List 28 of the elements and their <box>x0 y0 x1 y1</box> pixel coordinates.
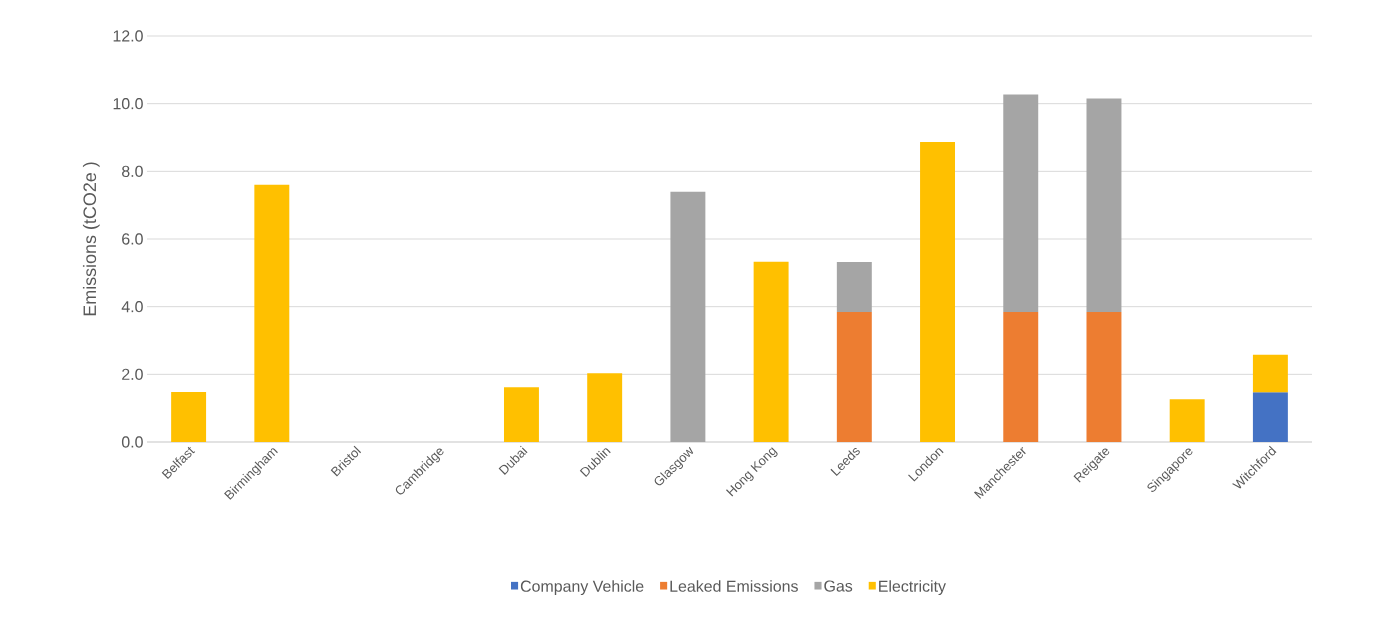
bar <box>753 261 789 442</box>
legend-label: Leaked Emissions <box>670 580 798 592</box>
bar <box>587 373 623 442</box>
bar <box>1086 312 1122 442</box>
bar <box>1169 399 1205 442</box>
bar <box>1252 354 1288 393</box>
y-axis-title: Emissions (tCO2e ) <box>82 162 100 316</box>
y-tick-label: 10.0 <box>113 98 143 110</box>
y-tick-label: 4.0 <box>121 301 143 313</box>
bar <box>1086 98 1122 313</box>
legend-label: Company Vehicle <box>520 580 644 596</box>
y-tick-label: 6.0 <box>122 233 143 245</box>
bar <box>836 312 872 442</box>
bar <box>670 191 706 442</box>
y-tick-label: 8.0 <box>122 165 143 177</box>
legend-label: Electricity <box>879 580 946 596</box>
bar <box>1003 312 1039 442</box>
bar <box>836 262 872 313</box>
bar <box>503 387 539 442</box>
bar <box>254 184 290 442</box>
bar <box>920 141 956 442</box>
bar <box>1003 94 1039 313</box>
y-tick-label: 0.0 <box>121 436 143 448</box>
y-tick-label: 12.0 <box>113 30 143 42</box>
y-tick-label: 2.0 <box>122 368 143 380</box>
bar <box>1252 392 1288 442</box>
legend-label: Gas <box>824 580 853 592</box>
bar <box>171 391 207 442</box>
